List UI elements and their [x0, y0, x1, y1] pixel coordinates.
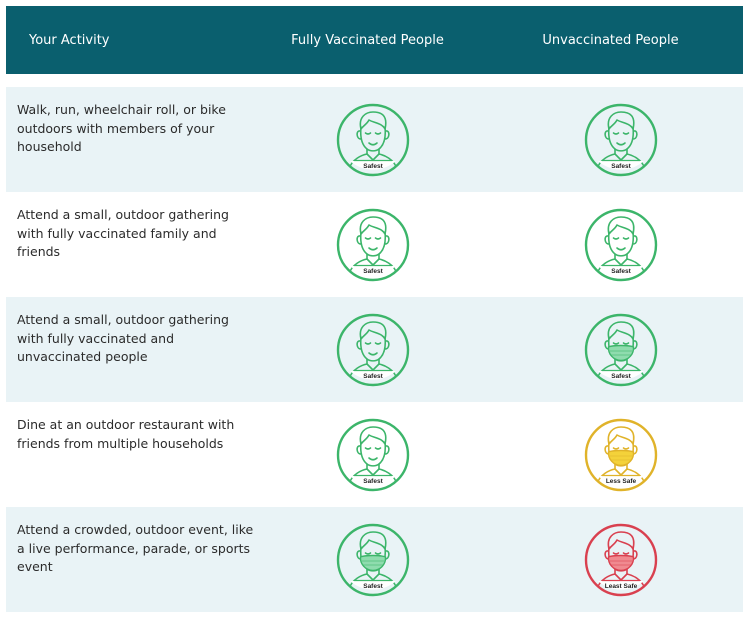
- badge-label-band: [597, 475, 644, 485]
- safety-level-label: Safest: [363, 268, 383, 275]
- face-badge-icon: Less Safe: [584, 418, 657, 491]
- badge-ring: [584, 103, 657, 176]
- vaccinated-cell: Safest: [246, 297, 499, 402]
- face-badge-icon: Safest: [336, 523, 409, 596]
- table-header: Your Activity Fully Vaccinated People Un…: [6, 6, 743, 74]
- badge-label-band: [349, 160, 396, 170]
- activity-text: Dine at an outdoor restaurant with frien…: [17, 417, 235, 451]
- vaccinated-cell: Safest: [246, 507, 499, 612]
- badge-ring: [336, 208, 409, 281]
- badge-label-band: [597, 370, 644, 380]
- face-badge-icon: Safest: [336, 208, 409, 281]
- face-mask: [607, 449, 634, 466]
- safety-level-label: Safest: [363, 583, 383, 590]
- face-mask: [359, 554, 386, 571]
- face-badge-icon: Safest: [584, 103, 657, 176]
- badge-label-band: [349, 475, 396, 485]
- header-gap: [6, 74, 743, 87]
- unvaccinated-cell: Safest: [499, 297, 742, 402]
- person-face: [347, 425, 398, 485]
- badge-label-band: [597, 160, 644, 170]
- badge-ring: [336, 523, 409, 596]
- face-badge-icon: Safest: [584, 208, 657, 281]
- face-badge-icon: Least Safe: [584, 523, 657, 596]
- table-row: Attend a small, outdoor gathering with f…: [6, 192, 743, 297]
- safety-level-label: Safest: [611, 373, 631, 380]
- person-face: [595, 425, 646, 485]
- table-row: Walk, run, wheelchair roll, or bike outd…: [6, 87, 743, 192]
- badge-label-band: [349, 265, 396, 275]
- face-mask: [607, 554, 634, 571]
- vaccinated-cell: Safest: [246, 87, 499, 192]
- badge-label-band: [597, 265, 644, 275]
- badge-ring: [336, 418, 409, 491]
- header-unvaccinated: Unvaccinated People: [542, 32, 679, 48]
- unvaccinated-cell: Least Safe: [499, 507, 742, 612]
- activity-text: Attend a small, outdoor gathering with f…: [17, 207, 229, 259]
- badge-ring: [584, 418, 657, 491]
- badge-label-band: [349, 580, 396, 590]
- badge-ring: [336, 313, 409, 386]
- badge-label-band: [597, 580, 644, 590]
- vaccinated-cell: Safest: [246, 192, 499, 297]
- safety-level-label: Safest: [363, 163, 383, 170]
- badge-ring: [584, 313, 657, 386]
- face-badge-icon: Safest: [336, 313, 409, 386]
- person-face: [347, 320, 398, 380]
- face-badge-icon: Safest: [584, 313, 657, 386]
- unvaccinated-cell: Safest: [499, 87, 742, 192]
- header-fully-vaccinated: Fully Vaccinated People: [291, 32, 444, 48]
- activity-text: Attend a crowded, outdoor event, like a …: [17, 522, 254, 574]
- person-face: [595, 110, 646, 170]
- person-face: [595, 530, 646, 590]
- activity-safety-table: Your Activity Fully Vaccinated People Un…: [6, 6, 743, 612]
- safety-level-label: Safest: [363, 478, 383, 485]
- table-row: Attend a crowded, outdoor event, like a …: [6, 507, 743, 612]
- face-mask: [607, 344, 634, 361]
- safety-level-label: Safest: [611, 163, 631, 170]
- safety-level-label: Least Safe: [604, 583, 637, 590]
- activity-text: Attend a small, outdoor gathering with f…: [17, 312, 229, 364]
- badge-ring: [584, 208, 657, 281]
- safety-level-label: Less Safe: [605, 478, 636, 485]
- badge-ring: [336, 103, 409, 176]
- unvaccinated-cell: Safest: [499, 192, 742, 297]
- badge-ring: [584, 523, 657, 596]
- activity-text: Walk, run, wheelchair roll, or bike outd…: [17, 102, 226, 154]
- vaccinated-cell: Safest: [246, 402, 499, 507]
- table-row: Dine at an outdoor restaurant with frien…: [6, 402, 743, 507]
- face-badge-icon: Safest: [336, 103, 409, 176]
- safety-level-label: Safest: [363, 373, 383, 380]
- unvaccinated-cell: Less Safe: [499, 402, 742, 507]
- safety-level-label: Safest: [611, 268, 631, 275]
- table-row: Attend a small, outdoor gathering with f…: [6, 297, 743, 402]
- face-badge-icon: Safest: [336, 418, 409, 491]
- person-face: [595, 320, 646, 380]
- badge-label-band: [349, 370, 396, 380]
- header-your-activity: Your Activity: [29, 32, 110, 48]
